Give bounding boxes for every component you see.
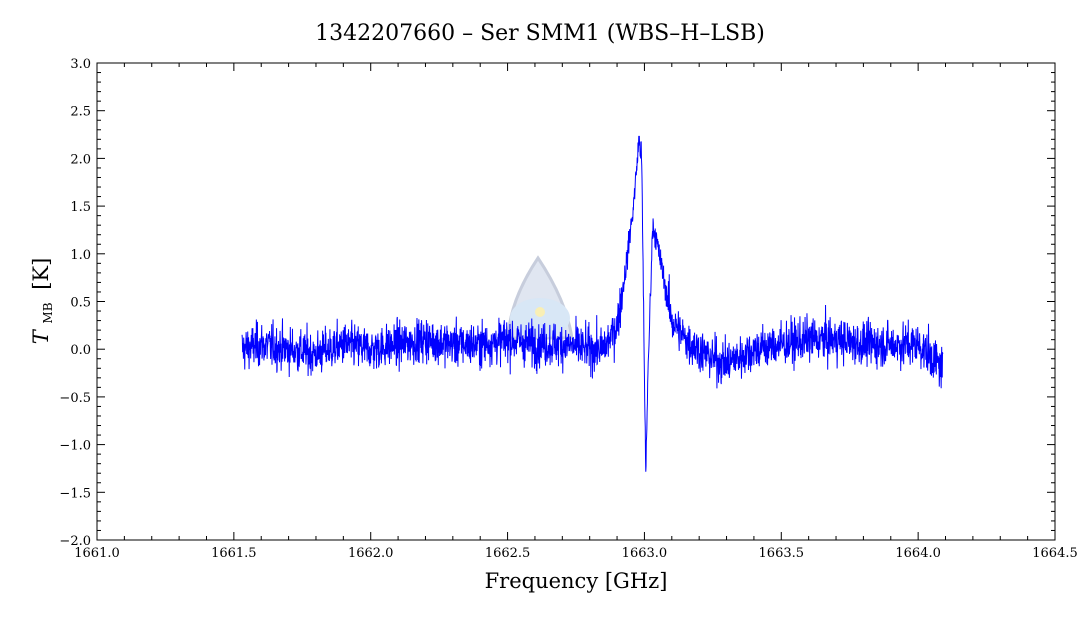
y-tick-label: 1.5: [70, 200, 91, 215]
y-tick-label: 0.0: [70, 343, 91, 358]
x-tick-label: 1661.5: [211, 546, 257, 561]
y-tick-label: −2.0: [59, 534, 91, 549]
y-tick-label: 2.0: [70, 152, 91, 167]
y-axis-label-unit: [K]: [29, 258, 53, 290]
x-tick-label: 1661.0: [74, 546, 120, 561]
svg-text:T MB [K]: T MB [K]: [29, 258, 57, 345]
x-tick-label: 1664.0: [895, 546, 941, 561]
y-tick-label: −1.0: [59, 439, 91, 454]
x-tick-label: 1664.5: [1032, 546, 1078, 561]
y-tick-label: 3.0: [70, 57, 91, 72]
y-tick-label: 0.5: [70, 296, 91, 311]
plot-frame: [96, 62, 1056, 541]
y-tick-label: 2.5: [70, 105, 91, 120]
y-axis-label-sub: MB: [41, 302, 55, 323]
y-axis-label: T MB [K]: [29, 258, 57, 345]
x-axis-ticks: 1661.0 1661.5 1662.0 1662.5 1663.0 1663.5 1664…: [74, 63, 1078, 561]
x-tick-label: 1662.0: [348, 546, 394, 561]
x-tick-label: 1663.0: [622, 546, 668, 561]
x-tick-label: 1662.5: [485, 546, 531, 561]
spectrum-series-line: [241, 135, 944, 472]
chart-title: 1342207660 – Ser SMM1 (WBS–H–LSB): [315, 21, 765, 46]
x-tick-label: 1663.5: [759, 546, 805, 561]
y-axis-ticks: 3.0 2.5 2.0 1.5 1.0 0.5 0.0 −0.5 −1.0 −1.5 −2.0: [59, 57, 1055, 549]
y-tick-label: −1.5: [59, 486, 91, 501]
x-axis-label: Frequency [GHz]: [485, 569, 668, 593]
watermark-logo-icon: [506, 255, 574, 340]
y-tick-label: −0.5: [59, 391, 91, 406]
y-tick-label: 1.0: [70, 248, 91, 263]
y-axis-label-main: T: [29, 328, 53, 344]
